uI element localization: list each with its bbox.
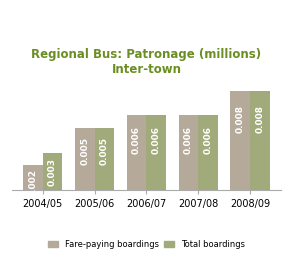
Bar <box>75 128 95 190</box>
Title: Regional Bus: Patronage (millions)
Inter-town: Regional Bus: Patronage (millions) Inter… <box>31 47 262 76</box>
Text: 0.002: 0.002 <box>28 169 37 197</box>
Text: 0.006: 0.006 <box>184 126 193 155</box>
Bar <box>250 90 270 190</box>
Bar <box>43 153 62 190</box>
Bar <box>146 115 166 190</box>
Text: 0.005: 0.005 <box>80 137 89 165</box>
Bar <box>198 115 218 190</box>
Text: 0.003: 0.003 <box>48 158 57 186</box>
Text: 0.006: 0.006 <box>204 126 213 155</box>
Legend: Fare-paying boardings, Total boardings: Fare-paying boardings, Total boardings <box>45 236 248 252</box>
Bar <box>23 165 43 190</box>
Text: 0.008: 0.008 <box>236 105 245 133</box>
Bar <box>179 115 198 190</box>
Bar <box>95 128 114 190</box>
Text: 0.006: 0.006 <box>132 126 141 155</box>
Text: 0.008: 0.008 <box>255 105 264 133</box>
Bar <box>231 90 250 190</box>
Text: 0.006: 0.006 <box>152 126 161 155</box>
Bar <box>127 115 146 190</box>
Text: 0.005: 0.005 <box>100 137 109 165</box>
